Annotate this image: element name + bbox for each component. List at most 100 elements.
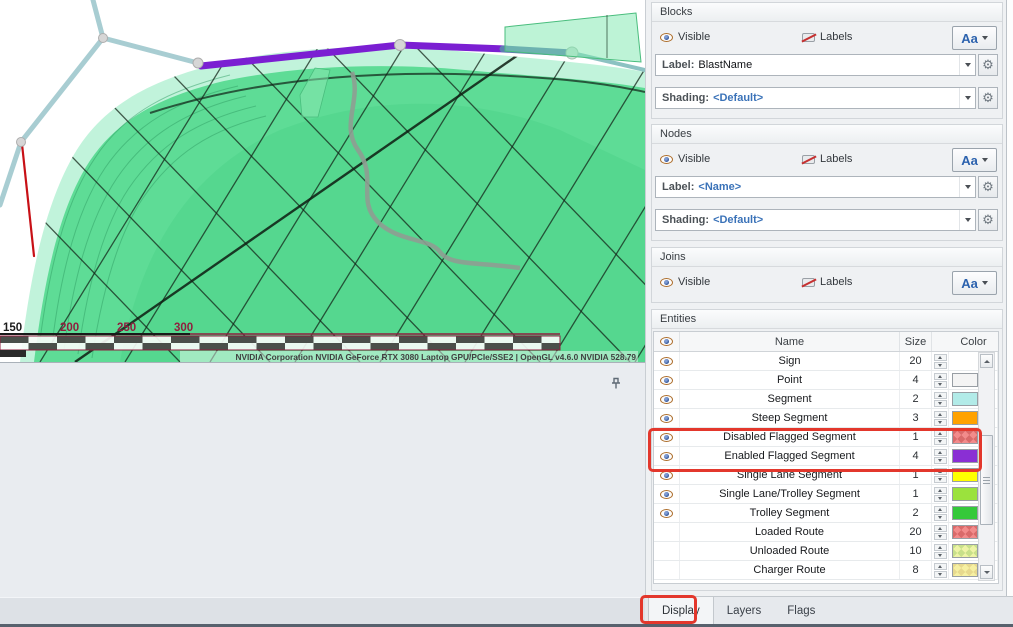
size-stepper[interactable] (933, 391, 947, 407)
size-stepper[interactable] (933, 486, 947, 502)
blocks-shading-combo[interactable]: Shading: <Default> (655, 87, 976, 109)
entity-visible-eye-icon[interactable] (660, 451, 673, 461)
scroll-up-arrow[interactable] (980, 354, 993, 368)
stepper-up-icon[interactable] (933, 410, 947, 418)
color-swatch[interactable] (951, 392, 978, 406)
pin-icon[interactable] (609, 377, 623, 391)
color-swatch[interactable] (951, 544, 978, 558)
entity-row[interactable]: Disabled Flagged Segment 1 (654, 428, 998, 447)
size-column-header[interactable]: Size (900, 332, 932, 351)
entity-row[interactable]: Trolley Segment 2 (654, 504, 998, 523)
entity-size[interactable]: 20 (900, 352, 932, 370)
entity-size[interactable]: 3 (900, 409, 932, 427)
entity-row[interactable]: Segment 2 (654, 390, 998, 409)
chevron-down-icon[interactable] (959, 177, 975, 197)
color-swatch[interactable] (951, 487, 978, 501)
entity-size[interactable]: 20 (900, 523, 932, 541)
gear-icon[interactable]: ⚙ (978, 54, 998, 76)
stepper-down-icon[interactable] (933, 399, 947, 407)
joins-visible-toggle[interactable]: Visible (660, 276, 710, 288)
entity-visible-eye-icon[interactable] (660, 470, 673, 480)
gear-icon[interactable]: ⚙ (978, 176, 998, 198)
size-stepper[interactable] (933, 562, 947, 578)
entity-row[interactable]: Single Lane Segment 1 (654, 466, 998, 485)
stepper-down-icon[interactable] (933, 437, 947, 445)
stepper-down-icon[interactable] (933, 418, 947, 426)
entity-row[interactable]: Single Lane/Trolley Segment 1 (654, 485, 998, 504)
chevron-down-icon[interactable] (959, 210, 975, 230)
nodes-label-combo[interactable]: Label: <Name> (655, 176, 976, 198)
blocks-visible-toggle[interactable]: Visible (660, 31, 710, 43)
stepper-down-icon[interactable] (933, 475, 947, 483)
stepper-up-icon[interactable] (933, 486, 947, 494)
entity-visible-eye-icon[interactable] (660, 413, 673, 423)
scrollbar-thumb[interactable] (980, 435, 993, 525)
entity-size[interactable]: 8 (900, 561, 932, 579)
size-stepper[interactable] (933, 372, 947, 388)
color-swatch[interactable] (951, 506, 978, 520)
entity-row[interactable]: Point 4 (654, 371, 998, 390)
size-stepper[interactable] (933, 448, 947, 464)
stepper-up-icon[interactable] (933, 429, 947, 437)
stepper-up-icon[interactable] (933, 353, 947, 361)
entity-size[interactable]: 2 (900, 504, 932, 522)
stepper-up-icon[interactable] (933, 448, 947, 456)
entity-size[interactable]: 1 (900, 466, 932, 484)
color-swatch[interactable] (951, 430, 978, 444)
entity-size[interactable]: 1 (900, 485, 932, 503)
entity-row[interactable]: Unloaded Route 10 (654, 542, 998, 561)
stepper-up-icon[interactable] (933, 524, 947, 532)
stepper-up-icon[interactable] (933, 562, 947, 570)
stepper-up-icon[interactable] (933, 505, 947, 513)
entity-visible-eye-icon[interactable] (660, 394, 673, 404)
entity-size[interactable]: 10 (900, 542, 932, 560)
stepper-down-icon[interactable] (933, 494, 947, 502)
entity-row[interactable]: Steep Segment 3 (654, 409, 998, 428)
chevron-down-icon[interactable] (959, 55, 975, 75)
size-stepper[interactable] (933, 543, 947, 559)
tab-flags[interactable]: Flags (774, 597, 828, 624)
size-stepper[interactable] (933, 505, 947, 521)
viewport-3d[interactable]: 150 200 250 300 NVIDIA Corporation NVIDI… (0, 0, 647, 363)
stepper-down-icon[interactable] (933, 456, 947, 464)
name-column-header[interactable]: Name (680, 332, 900, 351)
blocks-font-button[interactable]: Aa (952, 26, 997, 50)
joins-font-button[interactable]: Aa (952, 271, 997, 295)
nodes-font-button[interactable]: Aa (952, 148, 997, 172)
table-scrollbar[interactable] (978, 352, 995, 581)
entity-row[interactable]: Enabled Flagged Segment 4 (654, 447, 998, 466)
size-stepper[interactable] (933, 353, 947, 369)
entity-row[interactable]: Sign 20 (654, 352, 998, 371)
size-stepper[interactable] (933, 467, 947, 483)
stepper-down-icon[interactable] (933, 513, 947, 521)
joins-labels-toggle[interactable]: Labels (802, 276, 852, 288)
stepper-up-icon[interactable] (933, 391, 947, 399)
gear-icon[interactable]: ⚙ (978, 209, 998, 231)
entity-size[interactable]: 1 (900, 428, 932, 446)
color-swatch[interactable] (951, 468, 978, 482)
entity-visible-eye-icon[interactable] (660, 432, 673, 442)
color-swatch[interactable] (951, 411, 978, 425)
visibility-column-header[interactable] (654, 332, 680, 351)
stepper-up-icon[interactable] (933, 467, 947, 475)
color-swatch[interactable] (951, 373, 978, 387)
stepper-down-icon[interactable] (933, 570, 947, 578)
blocks-label-combo[interactable]: Label: BlastName (655, 54, 976, 76)
nodes-labels-toggle[interactable]: Labels (802, 153, 852, 165)
size-stepper[interactable] (933, 429, 947, 445)
stepper-down-icon[interactable] (933, 380, 947, 388)
scroll-down-arrow[interactable] (980, 565, 993, 579)
entity-visible-eye-icon[interactable] (660, 375, 673, 385)
stepper-down-icon[interactable] (933, 532, 947, 540)
stepper-down-icon[interactable] (933, 551, 947, 559)
size-stepper[interactable] (933, 524, 947, 540)
blocks-labels-toggle[interactable]: Labels (802, 31, 852, 43)
tab-layers[interactable]: Layers (714, 597, 775, 624)
entity-visible-eye-icon[interactable] (660, 356, 673, 366)
stepper-up-icon[interactable] (933, 372, 947, 380)
entity-size[interactable]: 2 (900, 390, 932, 408)
stepper-down-icon[interactable] (933, 361, 947, 369)
nodes-shading-combo[interactable]: Shading: <Default> (655, 209, 976, 231)
color-swatch[interactable] (951, 525, 978, 539)
entity-size[interactable]: 4 (900, 447, 932, 465)
